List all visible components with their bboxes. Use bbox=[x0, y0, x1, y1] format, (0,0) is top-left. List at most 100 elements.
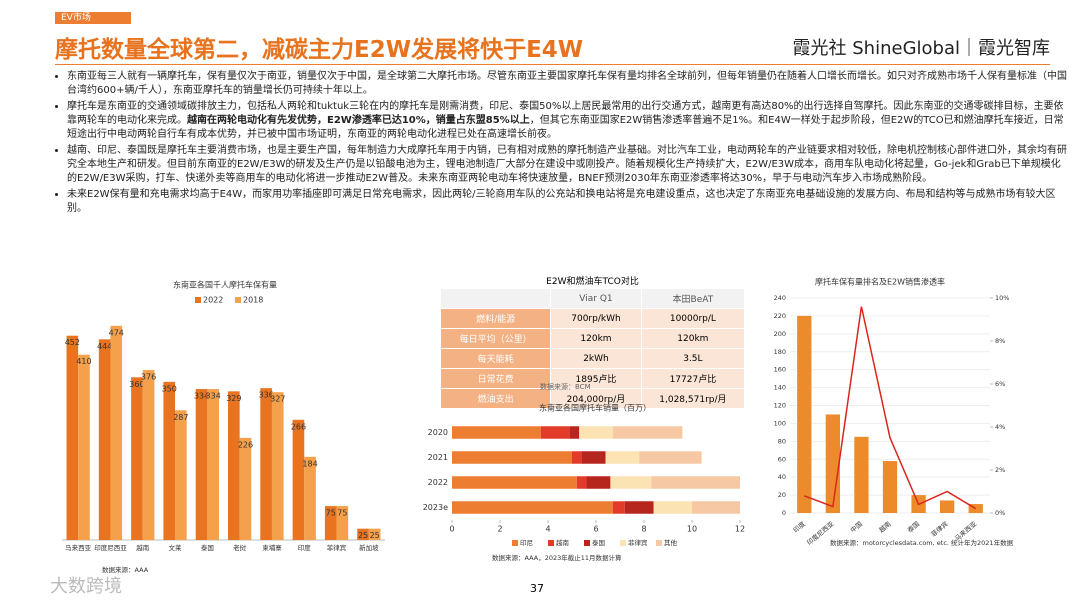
x-tick-label: 新加坡 bbox=[359, 543, 379, 552]
bullet: 越南、印尼、泰国既是摩托车主要消费市场，也是主要生产国，每年制造力大成摩托车用于… bbox=[67, 144, 1067, 186]
x-tick-label: 菲律宾 bbox=[327, 543, 347, 552]
value-label: 334 bbox=[194, 392, 209, 401]
section-tag: EV市场 bbox=[55, 12, 131, 24]
bar-segment bbox=[581, 451, 606, 464]
y-tick-label: 220 bbox=[774, 312, 786, 320]
y-tick-label: 60 bbox=[778, 455, 786, 463]
bar bbox=[175, 410, 187, 540]
x-tick-label: 12 bbox=[735, 525, 745, 534]
chart-title: 东南亚各国千人摩托车保有量 bbox=[173, 280, 277, 290]
bar bbox=[239, 437, 252, 540]
table-cell: 燃料/能源 bbox=[439, 308, 552, 329]
value-label: 25 bbox=[370, 531, 380, 540]
y-tick-label: 2021 bbox=[428, 453, 448, 462]
legend-label: 泰国 bbox=[592, 538, 605, 547]
bar-segment bbox=[576, 476, 587, 489]
bar bbox=[292, 419, 305, 540]
bar-segment bbox=[452, 451, 572, 464]
y-tick-label: 240 bbox=[774, 294, 786, 302]
bar-segment bbox=[639, 451, 702, 464]
bar bbox=[304, 456, 316, 540]
bar bbox=[882, 461, 898, 513]
value-label: 444 bbox=[97, 342, 112, 351]
legend-swatch bbox=[620, 540, 626, 546]
y2-tick-label: 4% bbox=[995, 423, 1005, 431]
y2-tick-label: 2% bbox=[995, 466, 1005, 474]
bar-segment bbox=[624, 501, 654, 514]
bar bbox=[336, 506, 349, 540]
chart-source: 数据来源：motorcyclesdata.com, etc. 统计年为2021年… bbox=[830, 538, 1014, 547]
y-tick-label: 160 bbox=[774, 366, 786, 374]
legend-swatch bbox=[584, 540, 590, 546]
bullet: 东南亚每三人就有一辆摩托车，保有量仅次于南亚，销量仅次于中国，是全球第二大摩托市… bbox=[67, 70, 1067, 98]
legend-swatch bbox=[195, 297, 201, 303]
title-rule bbox=[55, 64, 1050, 65]
bar-segment bbox=[452, 476, 577, 489]
y-tick-label: 20 bbox=[778, 491, 786, 499]
page-number: 37 bbox=[530, 582, 544, 595]
bar-segment bbox=[612, 501, 625, 514]
legend-swatch bbox=[548, 540, 554, 546]
value-label: 452 bbox=[65, 338, 80, 347]
bar bbox=[797, 315, 812, 513]
bar bbox=[228, 391, 240, 540]
table-cell: 1895卢比 bbox=[550, 368, 642, 389]
legend-swatch bbox=[656, 540, 662, 546]
bullet: 摩托车是东南亚的交通领域碳排放主力，包括私人两轮和tuktuk三轮在内的摩托车是… bbox=[67, 100, 1067, 142]
y-tick-label: 100 bbox=[774, 419, 786, 427]
bar bbox=[940, 500, 955, 513]
table-row: 每天能耗 2kWh 3.5L bbox=[439, 348, 746, 369]
x-tick-label: 越南 bbox=[877, 519, 893, 535]
bar bbox=[357, 528, 369, 540]
bar bbox=[142, 370, 155, 540]
x-tick-label: 印度 bbox=[298, 543, 312, 552]
slide-title: 摩托数量全球第二，减碳主力E2W发展将快于E4W bbox=[55, 37, 584, 63]
value-label: 474 bbox=[109, 328, 124, 337]
value-label: 287 bbox=[173, 413, 188, 422]
chart-source: 数据来源：AAA，2023年截止11月数据计算 bbox=[492, 553, 622, 562]
y2-tick-label: 10% bbox=[995, 294, 1009, 302]
bar bbox=[195, 389, 208, 540]
value-label: 75 bbox=[337, 509, 347, 518]
line bbox=[804, 306, 977, 510]
value-label: 266 bbox=[291, 422, 306, 431]
legend-label: 其他 bbox=[664, 538, 678, 547]
x-tick-label: 6 bbox=[593, 525, 598, 534]
bullet-text: ，但其它东南亚国家E2W销售渗透率普遍不足1%。和E4W一样处于起步阶段，但E2… bbox=[67, 115, 1064, 140]
bar-segment bbox=[653, 501, 692, 514]
legend-swatch bbox=[235, 297, 241, 303]
y-tick-label: 140 bbox=[774, 384, 786, 392]
bar bbox=[131, 377, 143, 540]
x-tick-label: 马来西亚 bbox=[65, 544, 92, 552]
chart-title: 摩托车保有量排名及E2W销售渗透率 bbox=[815, 277, 945, 287]
x-tick-label: 4 bbox=[545, 525, 550, 534]
x-tick-label: 越南 bbox=[136, 543, 150, 552]
bar bbox=[368, 528, 381, 540]
x-tick-label: 泰国 bbox=[905, 519, 921, 534]
y2-tick-label: 6% bbox=[995, 380, 1005, 388]
bar-segment bbox=[452, 501, 613, 514]
bar bbox=[207, 389, 219, 540]
bar-segment bbox=[572, 451, 582, 464]
bullet-text: 东南亚每三人就有一辆摩托车，保有量仅次于南亚，销量仅次于中国，是全球第二大摩托市… bbox=[67, 71, 1067, 96]
x-tick-label: 中国 bbox=[848, 519, 864, 534]
value-label: 334 bbox=[206, 392, 221, 401]
value-label: 350 bbox=[162, 384, 177, 393]
bar-segment bbox=[692, 501, 740, 514]
legend-label: 越南 bbox=[556, 538, 570, 547]
y-tick-label: 80 bbox=[778, 437, 786, 445]
legend-label: 菲律宾 bbox=[628, 538, 648, 547]
value-label: 376 bbox=[141, 373, 156, 382]
x-tick-label: 老挝 bbox=[233, 543, 247, 552]
table-row: 燃料/能源 700rp/kWh 10000rp/L bbox=[439, 308, 746, 329]
table-title: E2W和燃油车TCO对比 bbox=[546, 277, 639, 287]
table-cell: 每天能耗 bbox=[439, 348, 552, 369]
column-header: 本田BeAT bbox=[640, 288, 746, 309]
bar bbox=[110, 325, 123, 540]
chart-source: 数据来源：AAA bbox=[102, 565, 149, 574]
bar-segment bbox=[586, 476, 611, 489]
y2-tick-label: 0% bbox=[995, 509, 1005, 517]
value-label: 25 bbox=[358, 531, 368, 540]
